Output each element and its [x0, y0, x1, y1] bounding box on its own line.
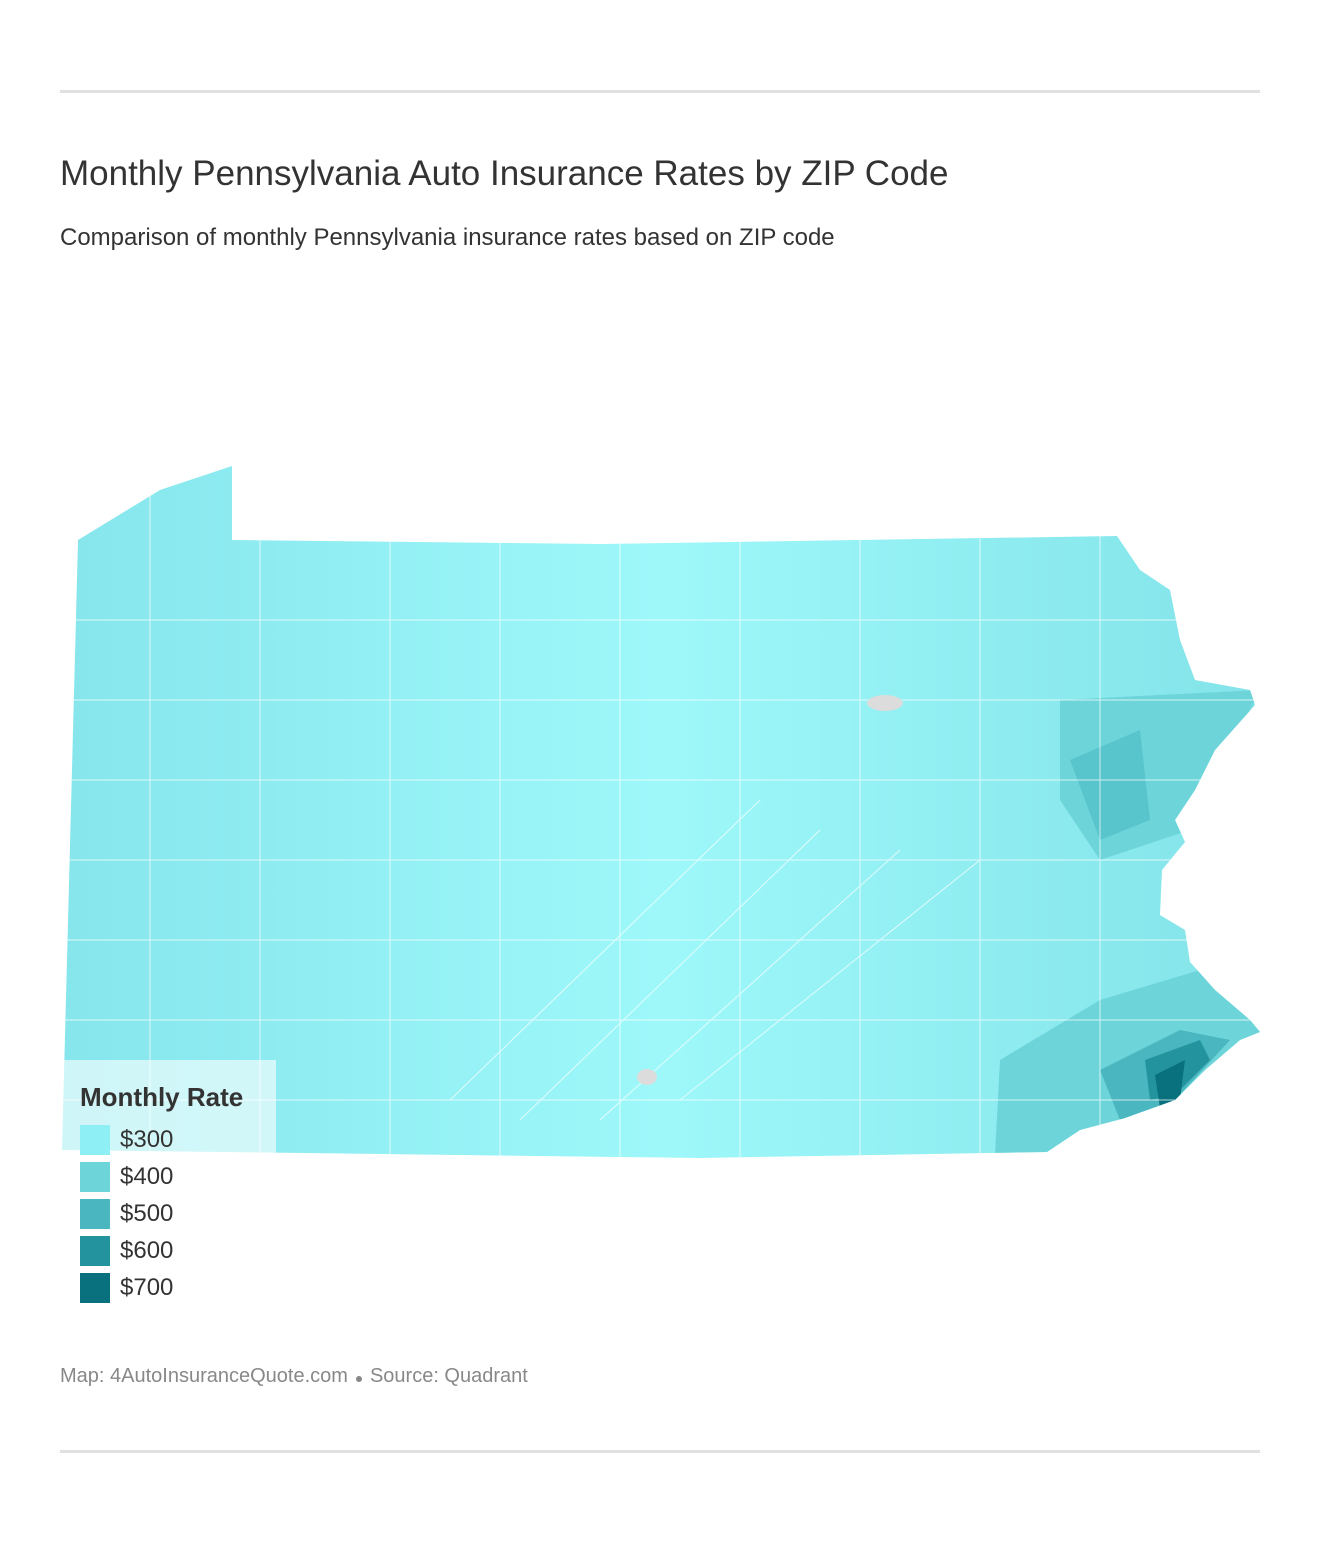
region-philadelphia-core: [1155, 1060, 1185, 1108]
bottom-rule: [60, 1450, 1260, 1453]
legend-swatch: [80, 1236, 110, 1266]
separator-dot: [355, 1375, 362, 1382]
legend-label: $600: [120, 1237, 174, 1264]
credit: Map: 4AutoInsuranceQuote.com: [60, 1365, 348, 1387]
region-scranton: [1070, 730, 1150, 840]
zip-boundaries: [62, 466, 1260, 1158]
title: Monthly Pennsylvania Auto Insurance Rate…: [60, 154, 949, 193]
legend-swatch: [80, 1125, 110, 1155]
subtitle: Comparison of monthly Pennsylvania insur…: [60, 224, 835, 251]
top-rule: [60, 90, 1260, 93]
legend-title: Monthly Rate: [80, 1082, 244, 1112]
source: Source: Quadrant: [369, 1365, 528, 1387]
legend-item: $600: [80, 1236, 173, 1266]
legend-label: $500: [120, 1200, 174, 1227]
no-data-area: [867, 695, 903, 711]
legend-item: $700: [80, 1273, 173, 1303]
legend-item: $400: [80, 1162, 173, 1192]
legend-swatch: [80, 1273, 110, 1303]
legend-item: $500: [80, 1199, 173, 1229]
map: [62, 466, 1260, 1158]
legend-label: $700: [120, 1274, 174, 1301]
legend-swatch: [80, 1162, 110, 1192]
footer: Map: 4AutoInsuranceQuote.com Source: Qua…: [60, 1365, 528, 1388]
legend-label: $400: [120, 1163, 174, 1190]
legend-swatch: [80, 1199, 110, 1229]
no-data-area: [637, 1069, 657, 1085]
legend-label: $300: [120, 1126, 174, 1153]
legend-item: $300: [80, 1125, 173, 1155]
regions: [62, 466, 1260, 1158]
